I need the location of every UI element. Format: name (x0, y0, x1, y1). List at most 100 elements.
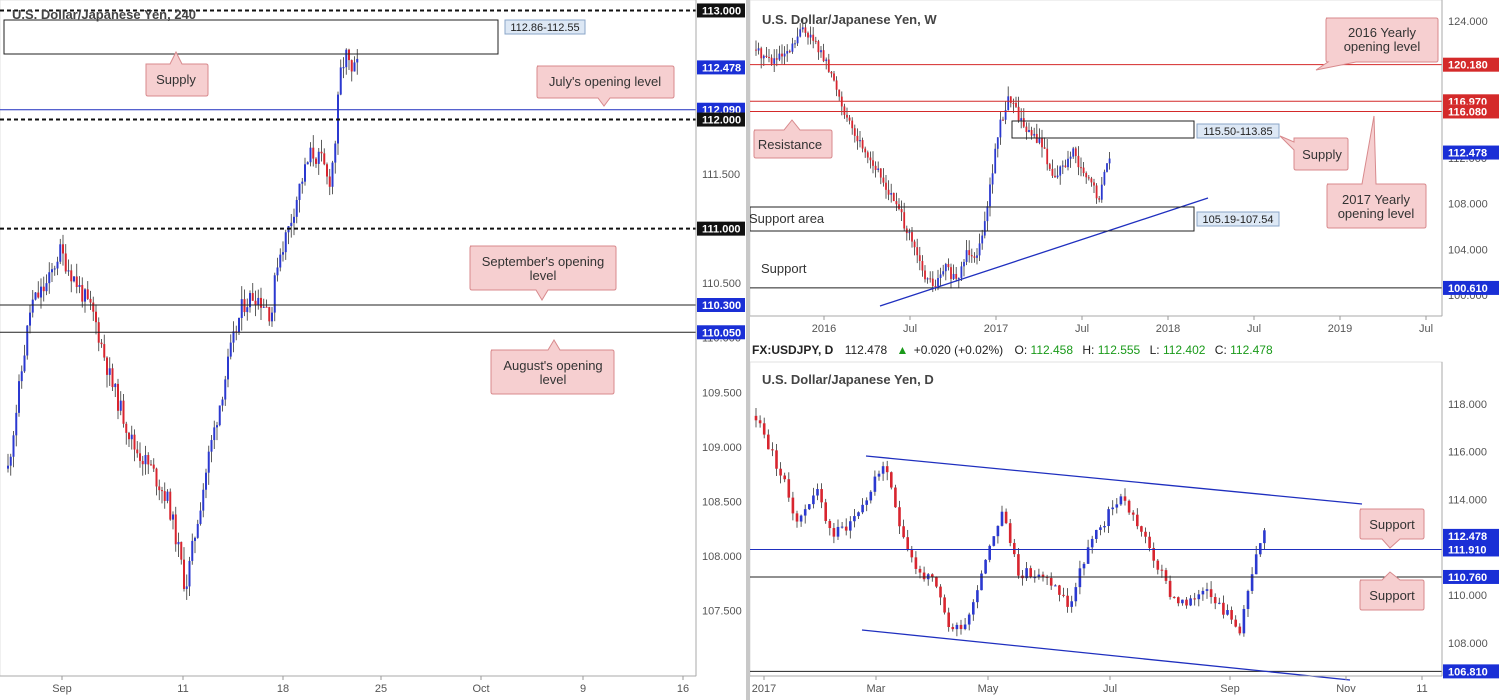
weekly-note-resistance[interactable]: Resistance (753, 119, 833, 159)
candle-body (801, 27, 804, 30)
candle-body (1054, 175, 1056, 178)
candle-body (913, 241, 916, 248)
panel-separator-vertical[interactable] (746, 0, 750, 700)
candle-body (877, 473, 881, 477)
candle-body (1012, 102, 1015, 104)
candle-body (158, 486, 161, 491)
h4-plot-area[interactable] (0, 0, 697, 677)
candle-body (86, 289, 89, 299)
x-tick-label: Sep (1220, 683, 1240, 695)
header-close-label: C: (1215, 343, 1227, 357)
candle-body (210, 440, 213, 452)
y-tick-label: 118.000 (1448, 399, 1487, 411)
candle-body (1072, 148, 1075, 157)
h4-note-supply[interactable]: Supply (145, 50, 209, 97)
candle-body (999, 119, 1002, 138)
candle-body (1103, 171, 1106, 185)
weekly-note-supply[interactable]: Supply (1279, 135, 1349, 171)
weekly-note-2017-yearly[interactable]: 2017 Yearly opening level (1326, 115, 1427, 229)
candle-body (64, 253, 67, 272)
candle-body (795, 513, 799, 522)
candle-body (59, 244, 62, 262)
h4-chart[interactable]: 112.86-112.55 Supply July's opening leve… (0, 0, 746, 700)
candle-body (803, 509, 807, 516)
daily-plot-area[interactable] (750, 361, 1443, 677)
candle-body (141, 460, 144, 465)
y-tick-label: 109.000 (702, 442, 742, 454)
x-tick-label: Sep (52, 683, 72, 695)
weekly-trendline[interactable] (879, 197, 1209, 307)
daily-note-support-lower[interactable]: Support (1359, 571, 1425, 611)
candle-body (172, 514, 174, 520)
candle-body (1127, 500, 1131, 513)
header-arrow: ▲ (897, 343, 909, 357)
candle-body (304, 164, 306, 182)
candle-body (765, 55, 768, 58)
x-tick-label: Jul (903, 323, 917, 335)
candle-body (910, 549, 914, 558)
price-tag (697, 112, 745, 127)
candle-body (246, 307, 249, 313)
h4-note-september[interactable]: September's opening level (469, 245, 617, 301)
candle-body (1007, 96, 1010, 111)
candle-body (879, 168, 882, 178)
candle-body (1090, 538, 1094, 548)
candle-body (345, 49, 348, 68)
candle-body (994, 148, 997, 174)
weekly-chart[interactable]: 115.50-113.85 105.19-107.54 2016 Yearly o… (750, 0, 1502, 340)
candle-body (1189, 598, 1192, 606)
candle-body (1136, 514, 1139, 527)
svg-text:FX:USDJPY, D 112.478: FX:USDJPY, D 112.478 ▲ +0.020 (+0.02%) O… (752, 343, 1273, 357)
candle-body (1004, 511, 1008, 524)
candle-body (1074, 587, 1078, 602)
candle-body (177, 541, 180, 545)
candle-body (1041, 137, 1043, 148)
candle-body (221, 399, 224, 406)
candle-body (130, 434, 133, 440)
price-tag (1443, 569, 1499, 584)
price-tag-label: 112.478 (1448, 531, 1487, 543)
candle-body (939, 586, 942, 598)
candle-body (755, 49, 757, 51)
note-text: August's opening level (503, 358, 602, 387)
candle-body (161, 490, 163, 492)
daily-upper-channel-line[interactable] (865, 455, 1363, 505)
candle-body (290, 222, 293, 227)
candle-body (1222, 602, 1225, 615)
candle-body (48, 272, 51, 284)
note-text: July's opening level (549, 74, 661, 89)
candle-body (918, 568, 922, 573)
daily-chart[interactable]: Support Support FX:USDJPY, D 112.478 ▲ +… (750, 340, 1502, 700)
candle-body (1066, 595, 1069, 607)
candle-body (1115, 504, 1119, 508)
candle-body (906, 537, 909, 550)
header-low: 112.402 (1163, 343, 1206, 357)
candle-body (1048, 164, 1051, 169)
h4-note-july[interactable]: July's opening level (536, 65, 675, 107)
weekly-support-label-text: Support (761, 261, 807, 276)
daily-title: U.S. Dollar/Japanese Yen, D (762, 372, 934, 387)
daily-lower-channel-line[interactable] (861, 629, 1351, 681)
candle-body (224, 379, 227, 400)
x-tick-label: Oct (472, 683, 489, 695)
candle-body (207, 451, 210, 473)
candle-body (180, 541, 183, 560)
candle-body (1002, 119, 1004, 121)
candle-body (62, 244, 64, 254)
candle-body (840, 526, 844, 528)
h4-chart-panel[interactable]: 112.86-112.55 Supply July's opening leve… (0, 0, 746, 700)
x-tick-label: Mar (867, 683, 886, 695)
candle-body (1082, 167, 1085, 174)
note-text: Resistance (758, 137, 822, 152)
candle-body (1254, 554, 1258, 575)
daily-chart-panel[interactable]: Support Support FX:USDJPY, D 112.478 ▲ +… (750, 340, 1502, 700)
candle-body (1234, 619, 1237, 627)
candle-body (783, 53, 786, 57)
weekly-note-2016-yearly[interactable]: 2016 Yearly opening level (1315, 17, 1439, 71)
h4-note-august[interactable]: August's opening level (490, 339, 615, 395)
candle-body (808, 504, 811, 510)
candle-body (963, 624, 967, 630)
daily-note-support-upper[interactable]: Support (1359, 508, 1425, 549)
weekly-chart-panel[interactable]: 115.50-113.85 105.19-107.54 2016 Yearly o… (750, 0, 1502, 340)
candle-body (34, 292, 37, 300)
